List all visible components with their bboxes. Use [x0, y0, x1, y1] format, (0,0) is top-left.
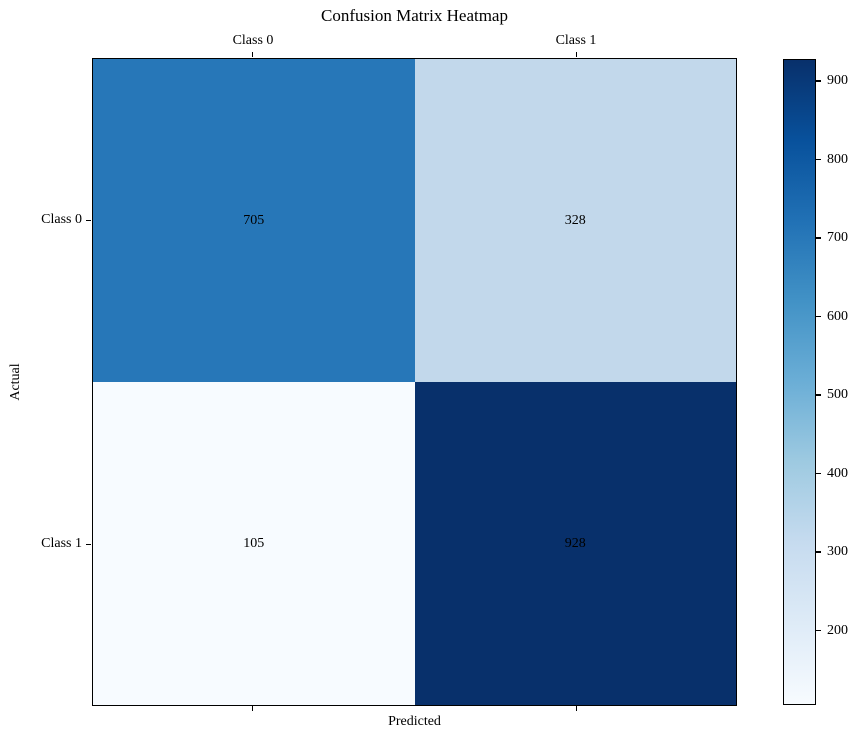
colorbar-tick-mark [816, 158, 821, 161]
y-axis-tick [86, 544, 91, 546]
heatmap-cell-actual0-pred1: 328 [414, 59, 736, 382]
colorbar-tick-mark [816, 315, 821, 318]
heatmap-plot: 705 328 105 928 [92, 58, 737, 706]
colorbar-tick-label: 500 [827, 387, 848, 402]
heatmap-cell-actual0-pred0: 705 [93, 59, 415, 382]
y-tick-label-class1: Class 1 [41, 536, 82, 551]
x-axis-tick-top [252, 52, 254, 57]
colorbar-tick-label: 200 [827, 622, 848, 638]
colorbar-tick-mark [816, 394, 821, 396]
x-tick-label-class1: Class 1 [555, 33, 597, 48]
x-axis-label: Predicted [388, 714, 441, 729]
x-tick-label-class0: Class 0 [232, 33, 274, 48]
colorbar-tick-mark [816, 551, 821, 553]
colorbar-tick-label: 400 [827, 465, 848, 481]
y-tick-label-class0: Class 0 [41, 212, 82, 227]
colorbar-tick-label: 800 [827, 151, 848, 167]
colorbar [783, 59, 816, 705]
colorbar-tick-mark [816, 80, 821, 82]
heatmap-cell-actual1-pred1: 928 [414, 382, 736, 705]
cell-value: 928 [564, 535, 586, 551]
y-axis-tick [86, 220, 91, 222]
colorbar-tick-mark [816, 472, 821, 475]
heatmap-cell-actual1-pred0: 105 [93, 382, 415, 705]
y-axis-label: Actual [8, 363, 23, 401]
colorbar-tick-mark [816, 237, 821, 239]
colorbar-tick-mark [816, 629, 821, 632]
cell-value: 105 [243, 535, 265, 551]
cell-value: 328 [564, 212, 586, 228]
cell-value: 705 [243, 212, 265, 228]
colorbar-tick-label: 900 [827, 73, 848, 88]
x-axis-tick-top [576, 52, 578, 57]
x-axis-tick-bottom [576, 706, 578, 711]
colorbar-tick-label: 700 [827, 230, 848, 245]
chart-title: Confusion Matrix Heatmap [321, 6, 508, 25]
colorbar-tick-label: 300 [827, 544, 848, 559]
colorbar-tick-label: 600 [827, 308, 848, 324]
x-axis-tick-bottom [252, 706, 254, 711]
